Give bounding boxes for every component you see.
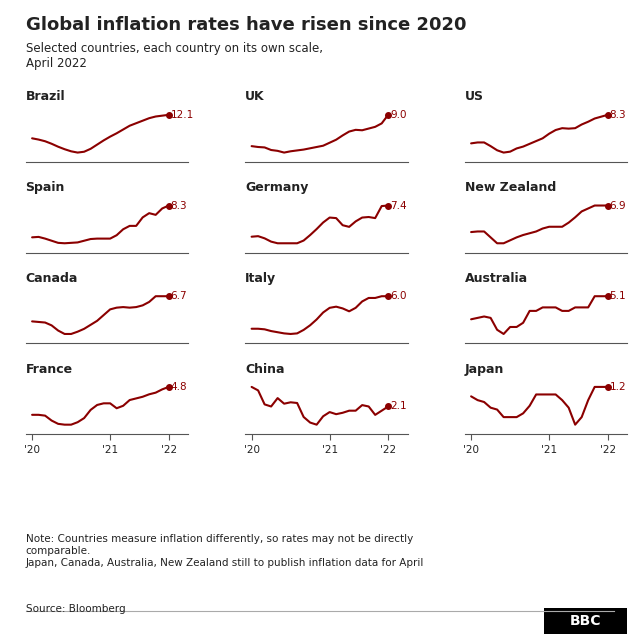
Text: 6.0: 6.0 [390,291,406,301]
Text: 4.8: 4.8 [171,382,188,392]
Text: Source: Bloomberg: Source: Bloomberg [26,604,125,614]
Text: 8.3: 8.3 [610,110,627,120]
Text: Australia: Australia [465,272,528,285]
Text: 7.4: 7.4 [390,200,407,211]
Text: Selected countries, each country on its own scale,
April 2022: Selected countries, each country on its … [26,42,323,70]
Text: Italy: Italy [245,272,276,285]
Text: 12.1: 12.1 [171,110,194,120]
Text: Note: Countries measure inflation differently, so rates may not be directly
comp: Note: Countries measure inflation differ… [26,534,424,568]
Text: New Zealand: New Zealand [465,181,556,194]
Text: 2.1: 2.1 [390,401,407,412]
Text: 6.7: 6.7 [171,291,188,301]
Text: 5.1: 5.1 [610,291,627,301]
Text: UK: UK [245,90,265,104]
Text: 8.3: 8.3 [171,200,188,211]
Text: Brazil: Brazil [26,90,65,104]
Text: France: France [26,363,73,376]
Text: 6.9: 6.9 [610,200,627,211]
Text: 9.0: 9.0 [390,110,406,120]
Text: Germany: Germany [245,181,308,194]
Text: US: US [465,90,484,104]
Text: Spain: Spain [26,181,65,194]
Text: Japan: Japan [465,363,504,376]
Text: China: China [245,363,285,376]
Text: BBC: BBC [570,614,602,628]
Text: 1.2: 1.2 [610,382,627,392]
Text: Canada: Canada [26,272,78,285]
Text: Global inflation rates have risen since 2020: Global inflation rates have risen since … [26,16,466,34]
